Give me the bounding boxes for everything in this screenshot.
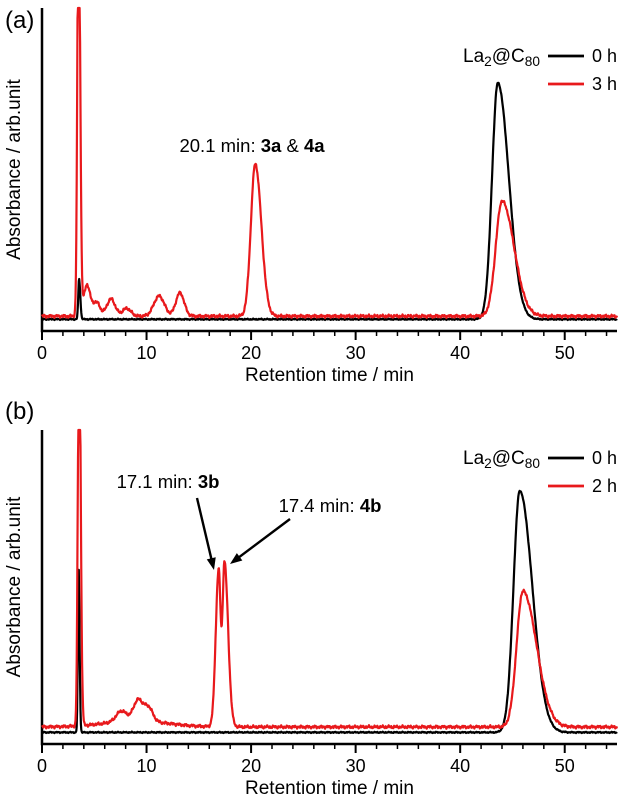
annotation-arrow-head <box>230 553 243 564</box>
panel-label: (a) <box>5 7 34 34</box>
y-axis-label: Absorbance / arb.unit <box>4 78 25 259</box>
x-tick-label: 50 <box>555 343 575 363</box>
x-tick-label: 50 <box>555 756 575 776</box>
trace-0-h <box>41 489 618 735</box>
peak-annotation: 17.4 min: 4b <box>279 495 382 516</box>
peak-annotation: 17.1 min: 3b <box>117 471 220 492</box>
trace-2-h <box>41 428 619 730</box>
legend-compound-label: La2@C80 <box>463 448 540 471</box>
trace-3-h <box>41 6 619 320</box>
trace-0-h <box>41 81 618 322</box>
x-tick-label: 10 <box>137 756 157 776</box>
x-tick-label: 0 <box>37 756 47 776</box>
y-axis-label: Absorbance / arb.unit <box>4 496 25 677</box>
x-tick-label: 20 <box>241 343 261 363</box>
x-tick-label: 30 <box>346 343 366 363</box>
panel-b-chart: (b) 0 10 20 30 40 50 Retention time / min Absorb… <box>4 398 619 797</box>
annotation-arrow-line <box>236 518 291 560</box>
peak-annotation: 20.1 min: 3a & 4a <box>179 135 325 156</box>
legend-entry-label: 0 h <box>592 448 617 468</box>
x-tick-label: 0 <box>37 343 47 363</box>
x-tick-label: 40 <box>450 343 470 363</box>
legend-entry-label: 3 h <box>592 74 617 94</box>
x-axis-label: Retention time / min <box>245 778 414 797</box>
x-axis-label: Retention time / min <box>245 365 414 386</box>
x-tick-label: 20 <box>241 756 261 776</box>
legend-entry-label: 2 h <box>592 476 617 496</box>
legend-entry-label: 0 h <box>592 46 617 66</box>
panel-a-chart: (a) 0 10 20 30 40 50 Retention time / min Absorb… <box>4 6 619 386</box>
x-tick-label: 40 <box>450 756 470 776</box>
x-tick-label: 30 <box>346 756 366 776</box>
annotation-arrow-line <box>195 497 214 563</box>
x-tick-label: 10 <box>137 343 157 363</box>
panel-label: (b) <box>5 398 34 425</box>
legend-compound-label: La2@C80 <box>463 46 540 69</box>
annotation-arrow-head <box>206 557 216 570</box>
